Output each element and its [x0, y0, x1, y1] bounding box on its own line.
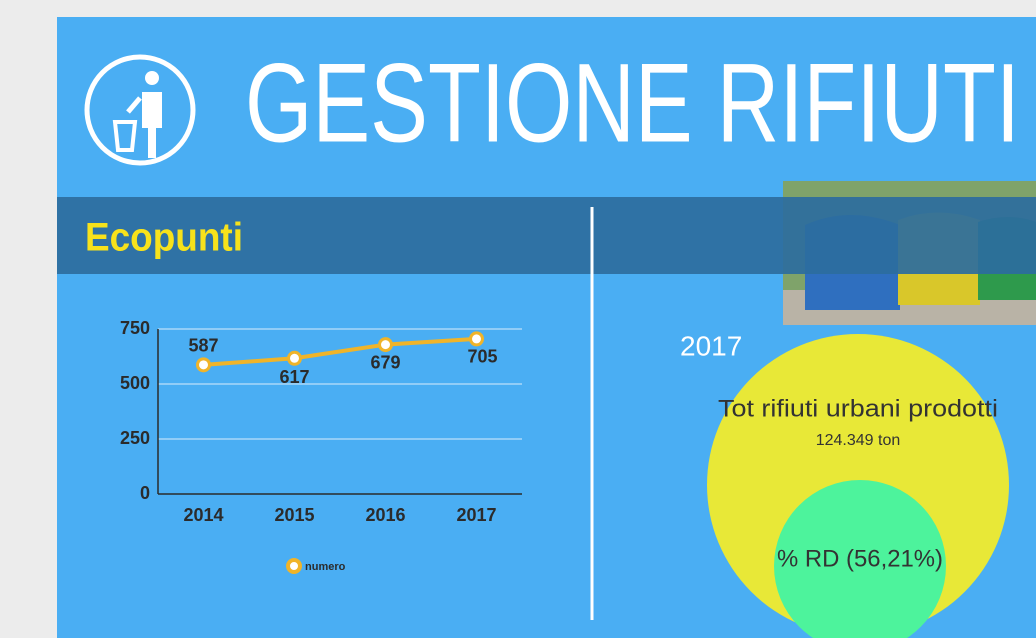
rd-label: % RD (56,21%) [777, 545, 943, 572]
data-label: 617 [279, 367, 309, 387]
summary-year: 2017 [680, 330, 742, 361]
y-tick-label: 0 [140, 483, 150, 503]
legend-label: numero [305, 561, 346, 573]
page-title: GESTIONE RIFIUTI [245, 41, 1020, 166]
infographic: GESTIONE RIFIUTI Ecopunti 2017 Tot rifiu… [0, 0, 1036, 638]
data-label: 705 [467, 347, 497, 367]
page: {"header": {"title": "GESTIONE RIFIUTI"}… [0, 0, 1036, 638]
section-title: Ecopunti [85, 216, 243, 260]
y-tick-label: 500 [120, 373, 150, 393]
x-tick-label: 2014 [183, 505, 223, 525]
total-label: Tot rifiuti urbani prodotti [718, 395, 998, 422]
x-tick-label: 2017 [456, 505, 496, 525]
legend-marker [288, 560, 300, 572]
data-point [380, 339, 392, 351]
total-value: 124.349 ton [816, 432, 901, 449]
data-point [289, 352, 301, 364]
x-tick-label: 2015 [274, 505, 314, 525]
y-tick-label: 750 [120, 318, 150, 338]
data-point [471, 333, 483, 345]
y-tick-label: 250 [120, 428, 150, 448]
data-label: 679 [370, 352, 400, 372]
x-tick-label: 2016 [365, 505, 405, 525]
data-point [198, 359, 210, 371]
data-label: 587 [188, 336, 218, 356]
